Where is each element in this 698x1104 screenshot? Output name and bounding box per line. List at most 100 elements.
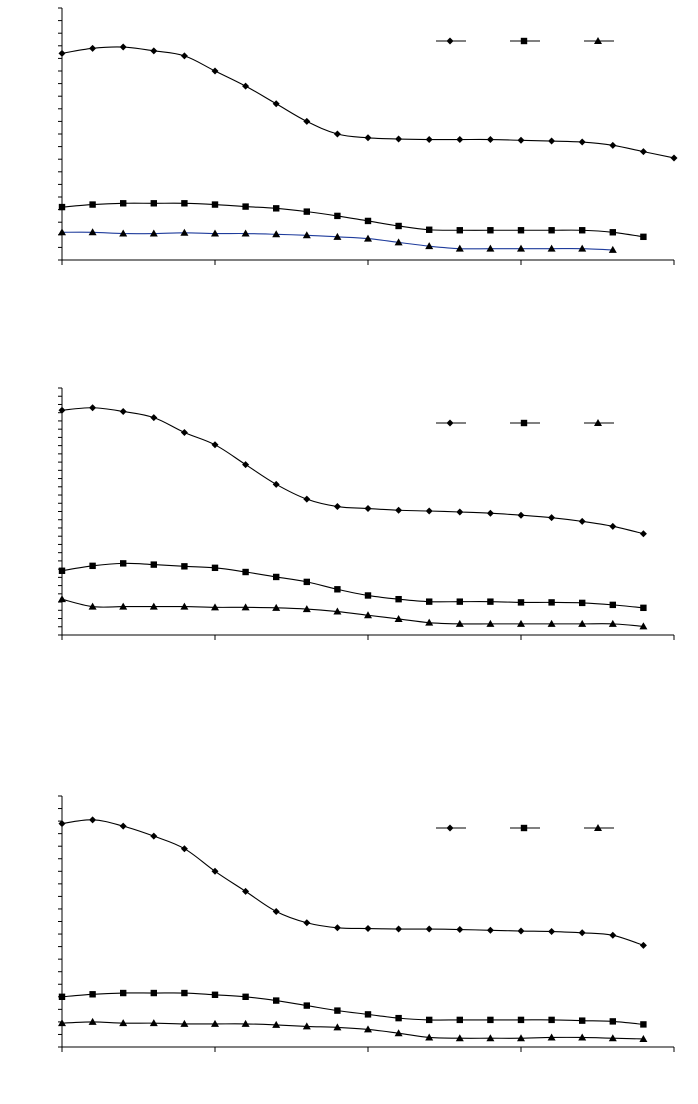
chart-2-series-3-point (517, 619, 525, 627)
chart-2-series-1-point (89, 404, 97, 412)
chart-2-series-2-point (273, 573, 280, 581)
chart-2-series-3-point (88, 602, 97, 610)
chart-1-legend-key-1-marker (446, 37, 454, 45)
chart-3-series-2-point (517, 1016, 525, 1024)
chart-1-series-1-point (180, 52, 188, 60)
chart-3-series-2-point (211, 991, 219, 998)
chart-3-series-2-point (181, 989, 188, 997)
chart-3-series-1-point (548, 928, 556, 936)
chart-2-series-2-point (487, 598, 494, 605)
chart-2-series-1-point (242, 461, 250, 469)
chart-2-series-3-point (394, 614, 403, 622)
chart-3-series-3-point (241, 1019, 250, 1027)
chart-3-series-1-point (395, 925, 403, 933)
chart-1-series-2-point (89, 201, 96, 208)
chart-2 (58, 387, 675, 640)
chart-2-series-1-point (395, 506, 403, 514)
chart-3-series-2-point (364, 1011, 372, 1018)
chart-3-legend-key-2-marker (520, 824, 528, 832)
chart-1-series-3-point (455, 244, 464, 252)
chart-3-series-1-point (303, 919, 311, 927)
chart-1-series-2-point (517, 227, 525, 234)
chart-1-series-1-point (609, 141, 617, 149)
chart-2-series-3-point (486, 619, 495, 627)
chart-1-series-1-point (578, 138, 586, 146)
chart-1-series-2-point (181, 200, 188, 207)
chart-1-series-1-point (395, 135, 403, 143)
chart-1-series-2-point (609, 229, 616, 236)
chart-3-series-3-point (394, 1029, 403, 1037)
chart-2-series-3-point (211, 603, 219, 611)
chart-3-series-2-point (487, 1016, 494, 1024)
chart-1-series-3-point (241, 229, 250, 237)
chart-3-series-2-point (89, 991, 96, 998)
chart-2-series-3-point (272, 603, 281, 611)
chart-3-series-1-point (578, 929, 586, 937)
chart-1-series-1-point (425, 136, 433, 144)
chart-2-series-3-point (364, 611, 372, 619)
chart-1-series-3-point (58, 228, 66, 236)
chart-3-series-2-point (609, 1018, 616, 1025)
chart-3-series-1-point (333, 924, 341, 932)
chart-2-series-3-line (61, 598, 644, 627)
chart-1-series-3-point (608, 245, 617, 253)
chart-3-series-1-point (150, 832, 158, 840)
chart-2-series-2-point (242, 568, 249, 576)
chart-3-series-2-point (58, 993, 66, 1000)
chart-2-series-3-point (547, 619, 556, 627)
chart-2-series-1-point (486, 509, 494, 517)
chart-3-series-3-point (455, 1034, 464, 1042)
chart-1-series-2-point (456, 227, 463, 234)
chart-1-series-1-point (639, 148, 647, 156)
chart-3-series-1-point (119, 822, 127, 830)
chart-2-series-1-point (58, 406, 66, 414)
chart-2-series-1-point (425, 507, 433, 515)
chart-3-series-3-point (272, 1020, 281, 1028)
chart-1-series-2-point (211, 201, 219, 208)
chart-3-series-2-point (273, 997, 280, 1004)
chart-2-series-2-point (609, 601, 616, 609)
chart-1-series-2-point (395, 222, 402, 230)
chart-2-series-1-point (333, 503, 341, 511)
chart-3-series-3-point (333, 1023, 342, 1031)
chart-1-series-1-point (456, 136, 464, 144)
chart-3-series-2-point (426, 1016, 433, 1024)
chart-1-series-3-point (211, 229, 219, 237)
chart-3-series-3-point (486, 1034, 495, 1042)
chart-3-series-1-line (61, 819, 644, 946)
chart-3 (58, 795, 675, 1052)
chart-2-series-2-point (58, 567, 66, 574)
chart-2-legend-key-1-marker (446, 419, 454, 427)
chart-1-series-1-point (272, 100, 280, 108)
chart-3-series-1-point (486, 926, 494, 934)
chart-2-series-3-point (578, 619, 587, 627)
chart-3-series-1-point (456, 926, 464, 934)
chart-2-series-1-line (61, 407, 644, 535)
chart-1-series-3-point (547, 244, 556, 252)
chart-2-series-1-point (180, 428, 188, 436)
chart-2-series-3-point (241, 603, 250, 611)
chart-1-series-2-line (61, 202, 644, 238)
chart-3-legend-key-1-marker (446, 824, 454, 832)
chart-1-series-3-point (394, 238, 403, 246)
chart-3-series-1-point (242, 887, 250, 895)
chart-1-series-3-point (88, 228, 97, 236)
chart-2-series-1-point (272, 480, 280, 488)
chart-1-series-2-point (548, 227, 555, 234)
chart-1-series-2-point (640, 233, 647, 241)
chart-2-series-1-point (303, 495, 311, 503)
chart-2-series-1-point (609, 522, 617, 530)
chart-2-series-3-point (149, 602, 158, 610)
chart-1-series-3-point (149, 229, 158, 237)
chart-1-series-3-point (364, 234, 372, 242)
chart-1-series-1-point (242, 82, 250, 90)
chart-3-series-3-point (547, 1033, 556, 1041)
chart-1-series-3-point (302, 231, 311, 239)
chart-2-series-3-point (608, 619, 617, 627)
chart-2-series-2-point (89, 562, 96, 570)
chart-1-series-1-point (211, 67, 219, 75)
chart-1-series-1-point (486, 136, 494, 144)
chart-2-series-2-point (334, 586, 341, 593)
chart-2-legend-key-2-marker (520, 419, 528, 427)
chart-2-series-2-line (61, 562, 644, 609)
